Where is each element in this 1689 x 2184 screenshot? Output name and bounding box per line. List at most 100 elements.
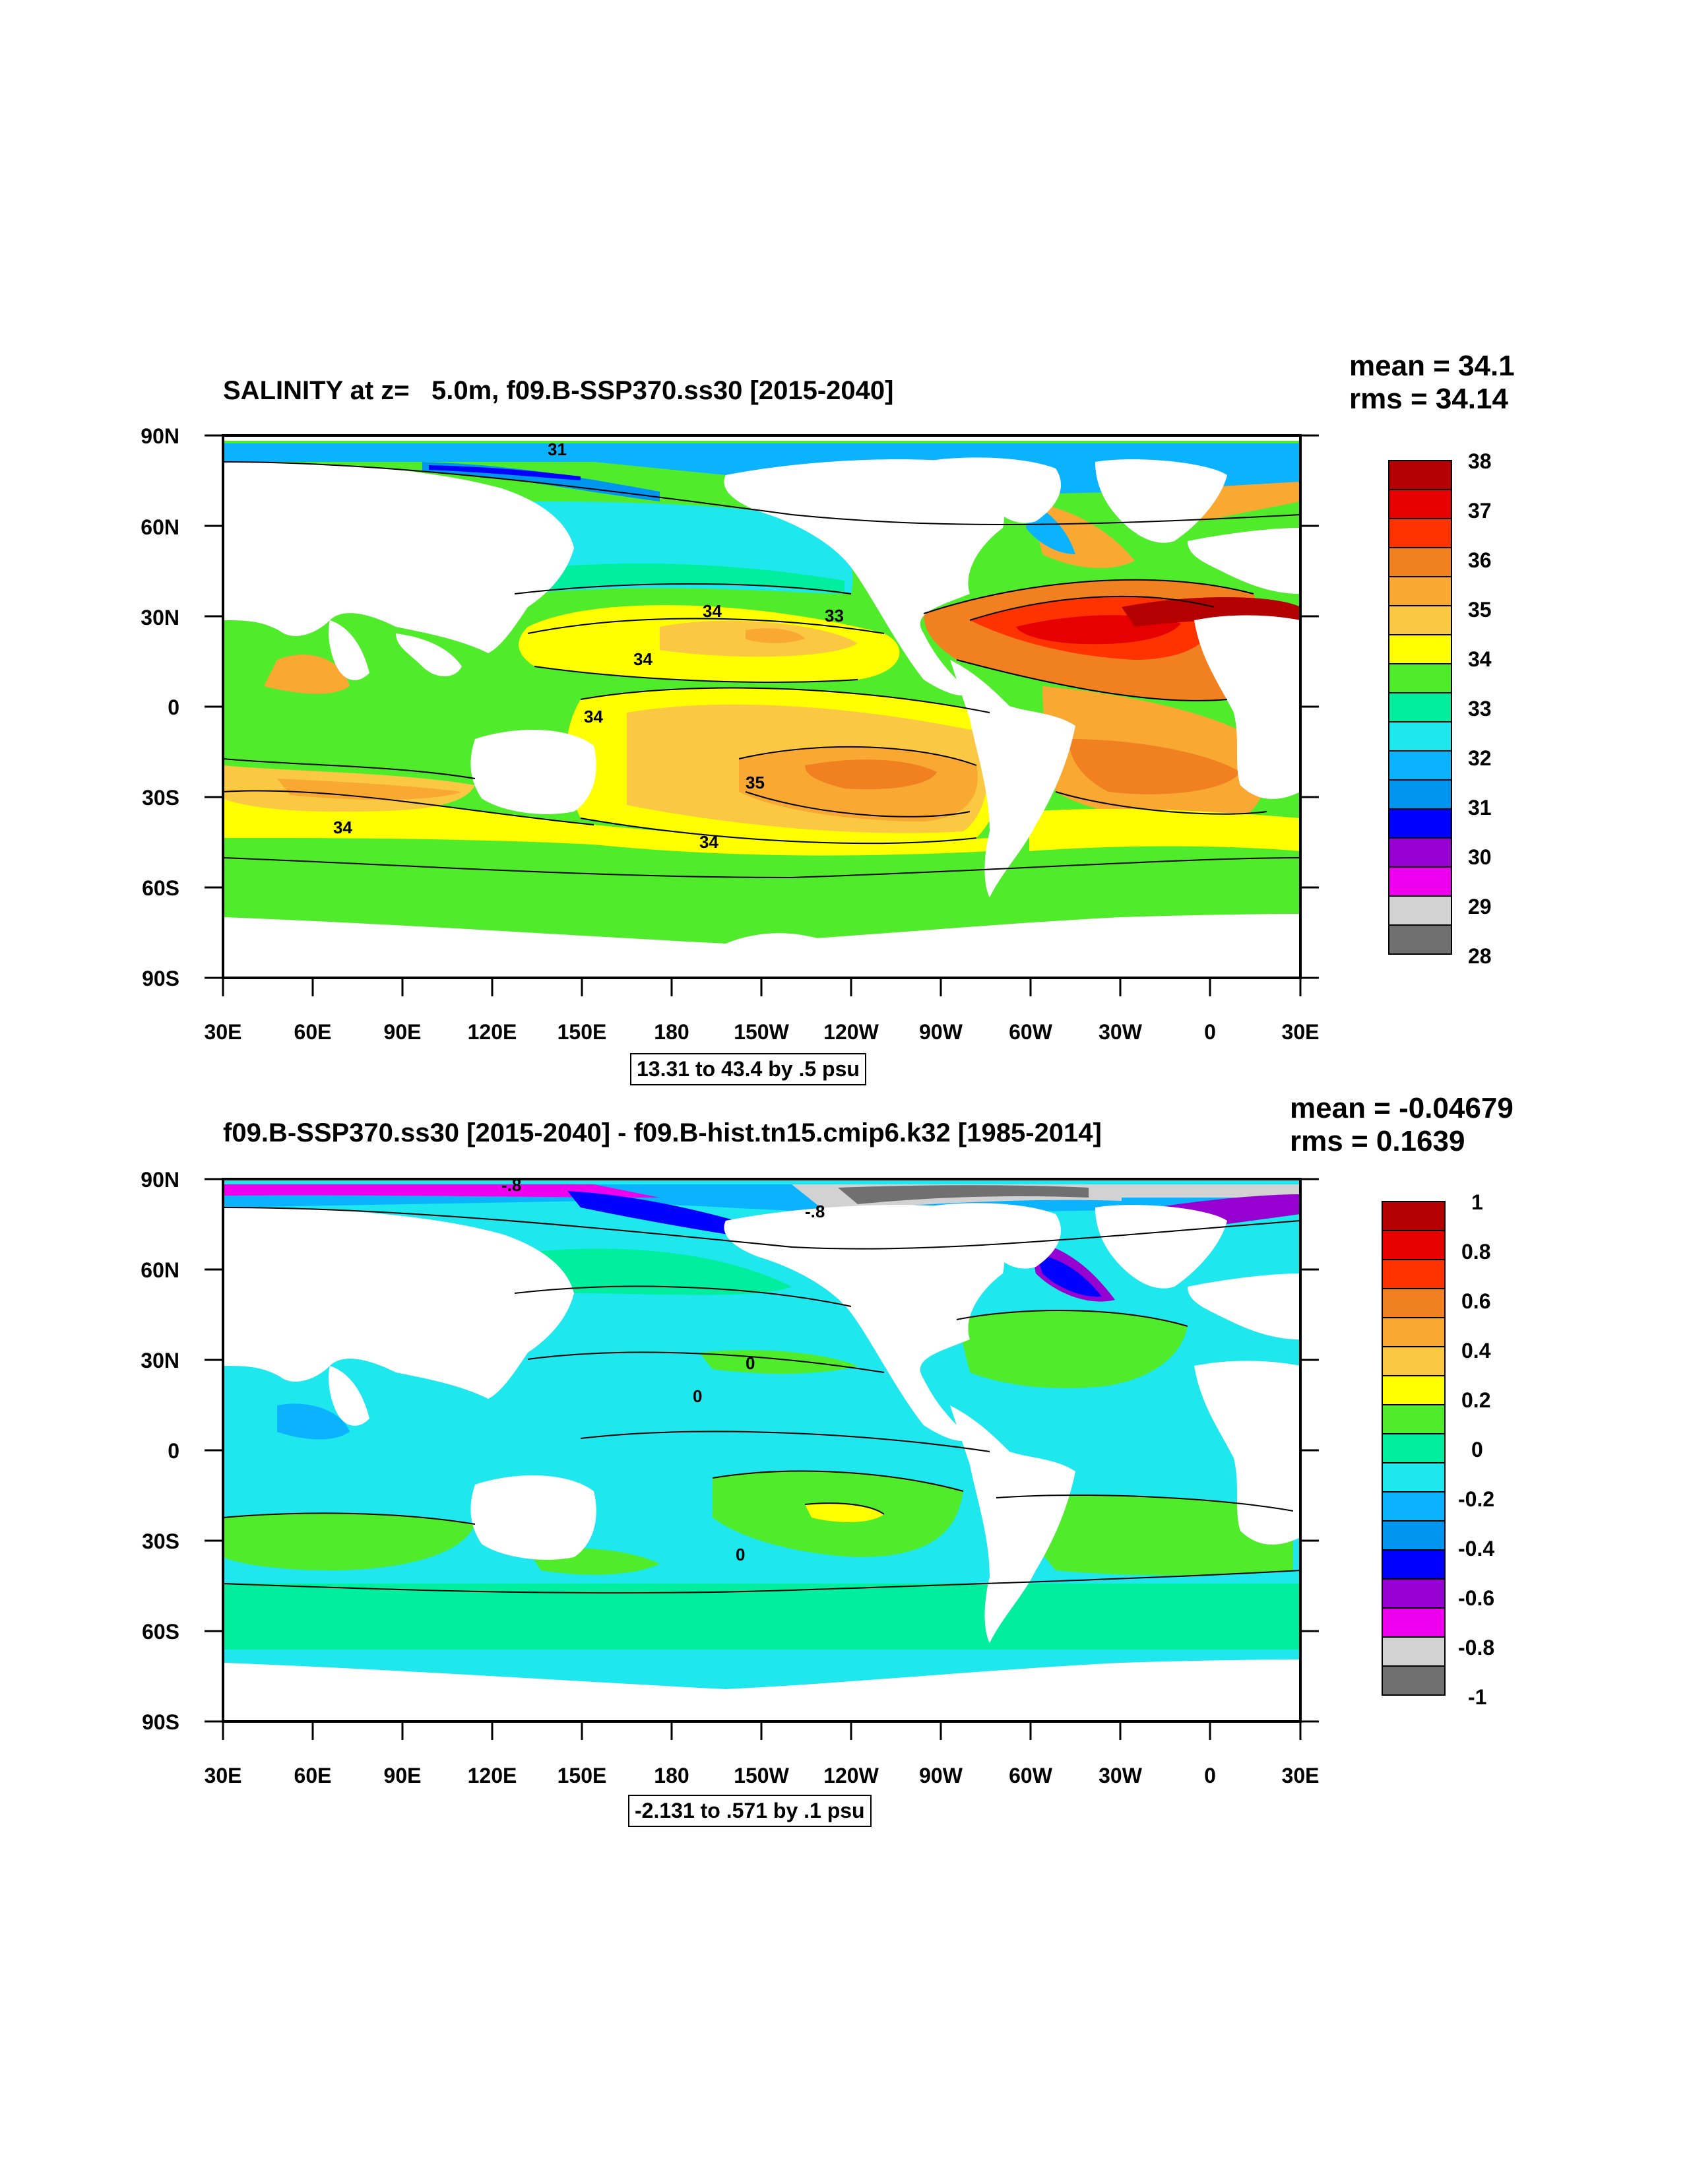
colorbar-swatch [1382,1346,1446,1376]
panel1-colorbar: 38 37 36 35 34 33 32 31 30 29 28 [1388,449,1492,968]
panel2-range-box: -2.131 to .571 by .1 psu [628,1795,872,1827]
contour-label: 34 [633,649,653,669]
colorbar-label: 0.4 [1461,1339,1491,1363]
colorbar-label: 1 [1471,1190,1483,1214]
colorbar-swatch [1382,1230,1446,1260]
lon-label: 30E [1282,1020,1320,1044]
colorbar-swatch [1382,1636,1446,1667]
contour-label: 34 [333,818,352,837]
colorbar-swatch [1388,518,1452,548]
lat-label: 90N [141,1168,179,1192]
panel1-lat-labels: 90N 60N 30N 0 30S 60S 90S [141,424,179,990]
colorbar-label: -0.8 [1458,1636,1494,1659]
colorbar-swatch [1382,1259,1446,1289]
colorbar-label: 0.8 [1461,1240,1490,1264]
contour-label: 0 [693,1386,702,1406]
colorbar-swatch [1388,866,1452,897]
colorbar-swatch [1388,924,1452,955]
colorbar-label: 28 [1468,944,1492,968]
lon-label: 0 [1204,1764,1216,1787]
colorbar-swatch [1388,721,1452,752]
colorbar-swatch [1382,1607,1446,1638]
lon-label: 150W [734,1020,789,1044]
colorbar-label: -0.4 [1458,1537,1494,1560]
contour-label: 0 [736,1545,745,1564]
lon-label: 90E [384,1020,422,1044]
colorbar-label: 34 [1468,647,1492,671]
lat-label: 60S [142,1620,179,1644]
lon-label: 150W [734,1764,789,1787]
lat-label: 30N [141,606,179,629]
colorbar-swatch [1382,1201,1446,1231]
lon-label: 90E [384,1764,422,1787]
lon-label: 120E [468,1020,517,1044]
lon-label: 30E [205,1020,242,1044]
lat-label: 90S [142,967,179,990]
colorbar-swatch [1382,1288,1446,1318]
colorbar-swatch [1388,605,1452,635]
colorbar-label: -1 [1468,1685,1486,1709]
colorbar-label: 32 [1468,746,1492,770]
colorbar-swatch [1382,1665,1446,1696]
lon-label: 60W [1009,1020,1053,1044]
lat-label: 30N [141,1349,179,1372]
panel1-range-box: 13.31 to 43.4 by .5 psu [630,1053,866,1085]
lon-label: 30E [1282,1764,1320,1787]
lat-label: 60N [141,515,179,539]
colorbar-label: 36 [1468,548,1492,572]
panel1-title: SALINITY at z= 5.0m, f09.B-SSP370.ss30 [… [223,376,894,405]
panel2-ticks [205,1178,1319,1740]
colorbar-label: 35 [1468,598,1492,622]
colorbar-swatch [1388,895,1452,926]
panel1-lon-labels: 30E 60E 90E 120E 150E 180 150W 120W 90W … [205,1020,1320,1044]
panel2-colorbar-labels: 1 0.8 0.6 0.4 0.2 0 -0.2 -0.4 -0.6 -0.8 … [1458,1190,1494,1709]
colorbar-swatch [1382,1549,1446,1580]
contour-label: 33 [825,606,844,626]
contour-label: 35 [746,773,765,792]
lon-label: 150E [558,1020,607,1044]
colorbar-label: 0.6 [1461,1289,1490,1313]
lon-label: 60E [294,1020,332,1044]
contour-label: 0 [746,1353,755,1373]
colorbar-swatch [1382,1520,1446,1551]
lon-label: 0 [1204,1020,1216,1044]
lat-label: 0 [168,1439,179,1463]
contour-label: -.8 [805,1202,825,1221]
panel1-colorbar-labels: 38 37 36 35 34 33 32 31 30 29 28 [1468,449,1492,968]
colorbar-swatch [1388,634,1452,664]
lat-label: 90N [141,424,179,448]
panel2-field [223,1179,1300,1721]
colorbar-swatch [1382,1462,1446,1493]
colorbar-label: -0.2 [1458,1487,1494,1511]
colorbar-label: 37 [1468,499,1492,523]
colorbar-label: -0.6 [1458,1586,1494,1610]
panel2-lat-labels: 90N 60N 30N 0 30S 60S 90S [141,1168,179,1734]
panel2-lon-labels: 30E 60E 90E 120E 150E 180 150W 120W 90W … [205,1764,1320,1787]
lat-label: 0 [168,695,179,719]
colorbar-label: 38 [1468,449,1492,473]
lon-label: 90W [919,1020,963,1044]
panel2-title: f09.B-SSP370.ss30 [2015-2040] - f09.B-hi… [223,1118,1102,1147]
lon-label: 180 [654,1020,689,1044]
lon-label: 180 [654,1764,689,1787]
lon-label: 90W [919,1764,963,1787]
colorbar-swatch [1388,837,1452,868]
colorbar-label: 29 [1468,895,1492,918]
lat-label: 60S [142,876,179,900]
colorbar-swatch [1382,1433,1446,1463]
lat-label: 60N [141,1258,179,1282]
colorbar-swatch [1382,1317,1446,1347]
colorbar-label: 0 [1471,1438,1483,1461]
panel1-contour-labels: 31 34 33 34 34 35 34 34 [333,439,844,852]
lat-label: 30S [142,1529,179,1553]
contour-label: 31 [548,439,567,459]
lon-label: 30E [205,1764,242,1787]
colorbar-label: 0.2 [1461,1388,1490,1412]
colorbar-swatch [1388,489,1452,519]
colorbar-swatch [1388,808,1452,839]
colorbar-label: 30 [1468,845,1492,869]
contour-label: 34 [703,601,722,621]
lat-label: 30S [142,786,179,810]
